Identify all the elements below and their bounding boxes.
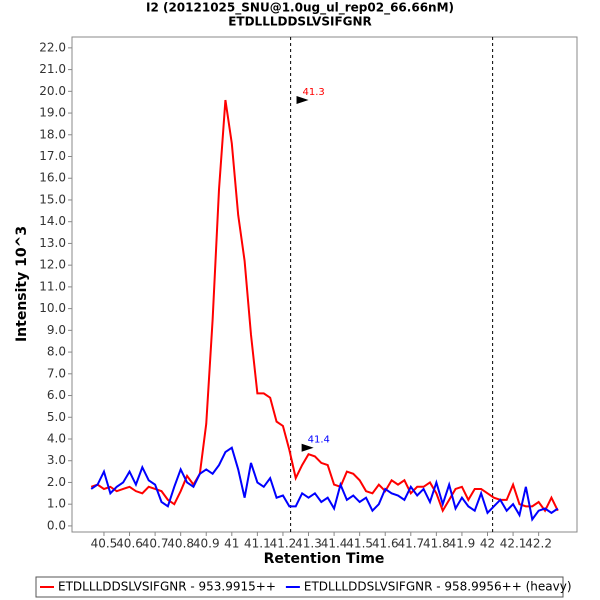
y-tick-label: 7.0 [47, 366, 66, 380]
y-tick-label: 2.0 [47, 475, 66, 489]
y-tick-label: 17.0 [39, 149, 66, 163]
x-tick-label: 41.7 [397, 537, 424, 551]
x-tick-label: 41.2 [270, 537, 297, 551]
annotation-arrow [296, 96, 309, 105]
annotation-label: 41.4 [308, 435, 330, 446]
y-tick-label: 12.0 [39, 258, 66, 272]
y-tick-label: 20.0 [39, 84, 66, 98]
annotation-label: 41.3 [303, 87, 325, 98]
y-tick-label: 6.0 [47, 388, 66, 402]
y-tick-label: 5.0 [47, 410, 66, 424]
x-tick-label: 41.3 [295, 537, 322, 551]
y-tick-label: 16.0 [39, 171, 66, 185]
x-tick-label: 42.1 [500, 537, 527, 551]
chart-subtitle: ETDLLLDDSLVSIFGNR [228, 15, 372, 29]
y-tick-label: 9.0 [47, 323, 66, 337]
x-tick-label: 41.4 [321, 537, 348, 551]
y-tick-label: 0.0 [47, 518, 66, 532]
annotation-arrow [301, 443, 314, 452]
y-tick-label: 21.0 [39, 62, 66, 76]
x-tick-label: 42.2 [525, 537, 552, 551]
series-line [90, 446, 559, 522]
y-tick-label: 19.0 [39, 106, 66, 120]
x-tick-label: 40.8 [167, 537, 194, 551]
x-tick-label: 41 [224, 537, 239, 551]
x-tick-label: 41.1 [244, 537, 271, 551]
y-tick-label: 8.0 [47, 345, 66, 359]
y-tick-label: 22.0 [39, 40, 66, 54]
y-tick-label: 1.0 [47, 497, 66, 511]
x-axis-label: Retention Time [264, 551, 385, 567]
y-tick-label: 18.0 [39, 127, 66, 141]
x-tick-label: 40.9 [193, 537, 220, 551]
x-tick-label: 42 [480, 537, 495, 551]
x-tick-label: 41.5 [346, 537, 373, 551]
chart-title: I2 (20121025_SNU@1.0ug_ul_rep02_66.66nM) [146, 1, 454, 16]
x-tick-label: 40.7 [142, 537, 169, 551]
y-tick-label: 13.0 [39, 236, 66, 250]
y-tick-label: 4.0 [47, 431, 66, 445]
y-tick-label: 10.0 [39, 301, 66, 315]
x-tick-label: 40.5 [91, 537, 118, 551]
x-tick-label: 40.6 [116, 537, 143, 551]
y-tick-label: 11.0 [39, 279, 66, 293]
x-tick-label: 41.9 [449, 537, 476, 551]
legend-label: ETDLLLDDSLVSIFGNR - 958.9956++ (heavy) [304, 580, 572, 594]
x-tick-label: 41.6 [372, 537, 399, 551]
x-tick-label: 41.8 [423, 537, 450, 551]
y-axis-label: Intensity 10^3 [14, 226, 30, 342]
y-tick-label: 3.0 [47, 453, 66, 467]
y-tick-label: 15.0 [39, 192, 66, 206]
plot-area [71, 36, 578, 533]
y-tick-label: 14.0 [39, 214, 66, 228]
legend-label: ETDLLLDDSLVSIFGNR - 953.9915++ [58, 580, 276, 594]
